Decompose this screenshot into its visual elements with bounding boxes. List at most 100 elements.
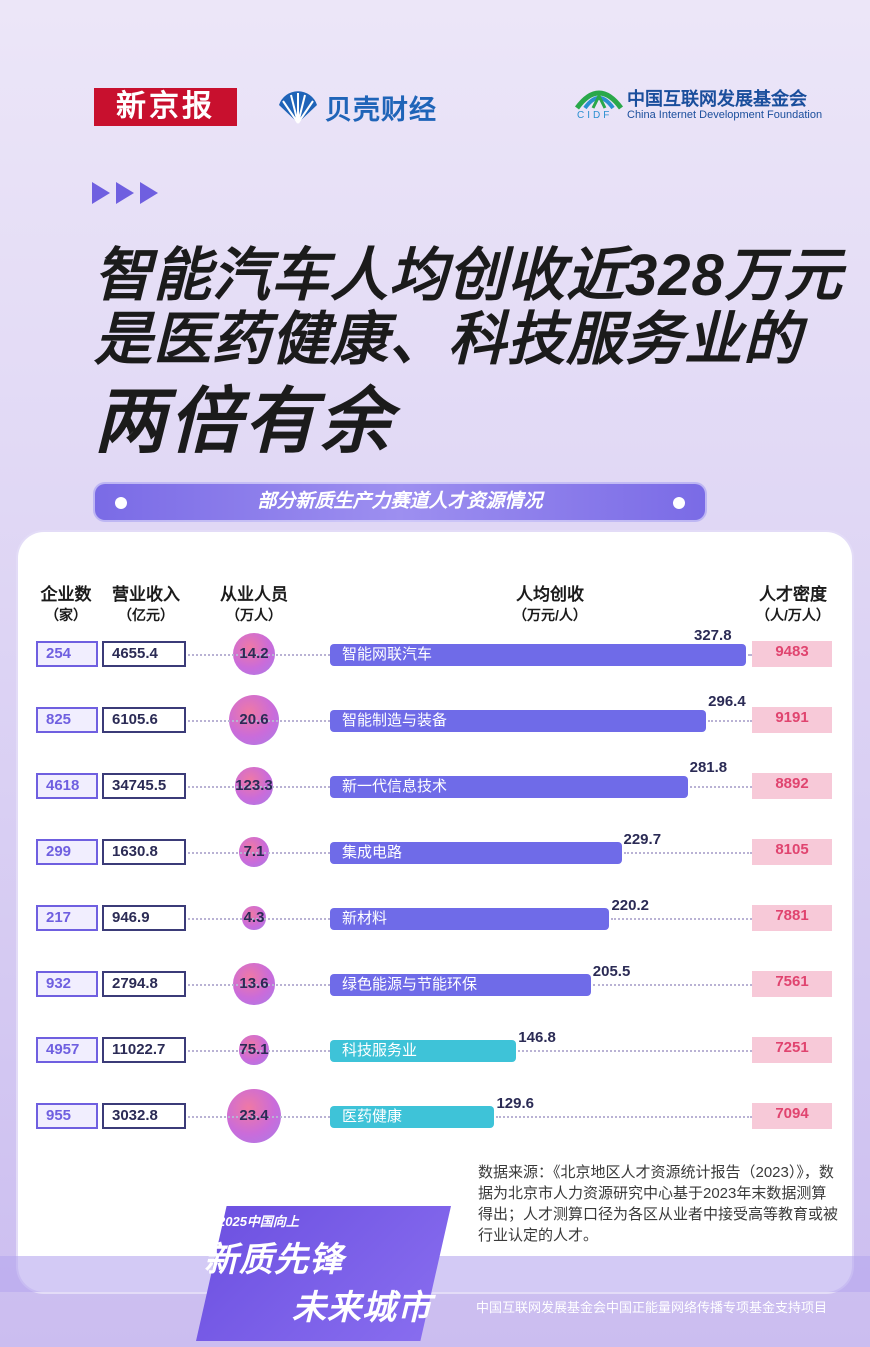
employees-bubble	[239, 837, 269, 867]
per-capita-bar	[330, 1106, 495, 1128]
dotted-leader	[188, 918, 330, 920]
dotted-leader	[188, 852, 330, 854]
employees-value: 20.6	[239, 711, 269, 728]
density-cell: 7561	[752, 971, 832, 997]
header-name: 从业人员	[220, 585, 288, 604]
sector-label: 医药健康	[342, 1108, 403, 1125]
dotted-leader	[592, 984, 752, 986]
enterprises-cell: 825	[36, 707, 98, 733]
per-capita-bar	[330, 710, 707, 732]
dot-decoration	[673, 497, 685, 509]
per-capita-bar	[330, 842, 622, 864]
header-unit: （万人）	[226, 607, 282, 623]
density-cell: 7251	[752, 1037, 832, 1063]
subtitle: 部分新质生产力赛道人才资源情况	[257, 491, 543, 512]
per-capita-value: 220.2	[611, 897, 649, 914]
header-per-capita: 人均创收 （万元/人）	[495, 584, 605, 626]
density-cell: 7881	[752, 905, 832, 931]
header-employees: 从业人员 （万人）	[208, 584, 300, 626]
per-capita-bar	[330, 908, 610, 930]
revenue-cell: 946.9	[102, 905, 186, 931]
header-name: 人均创收	[516, 585, 584, 604]
header-name: 企业数	[40, 585, 92, 604]
data-source-note: 数据来源：《北京地区人才资源统计报告（2023）》，数据为北京市人力资源研究中心…	[478, 1164, 839, 1244]
revenue-cell: 1630.8	[102, 839, 186, 865]
sector-label: 绿色能源与节能环保	[342, 976, 478, 993]
campaign-line-1: 新质先锋	[204, 1241, 344, 1279]
dotted-leader	[611, 918, 752, 920]
sector-label: 新一代信息技术	[342, 778, 448, 795]
employees-value: 13.6	[239, 975, 269, 992]
density-cell: 9483	[752, 641, 832, 667]
header-unit: （万元/人）	[513, 607, 587, 623]
header-revenue: 营业收入 （亿元）	[100, 584, 192, 626]
headline-line-1: 智能汽车人均创收近328万元	[94, 243, 843, 308]
header-density: 人才密度 （人/万人）	[748, 584, 838, 626]
employees-bubble	[228, 694, 280, 746]
header-enterprises: 企业数 （家）	[30, 584, 102, 626]
revenue-cell: 4655.4	[102, 641, 186, 667]
per-capita-value: 229.7	[623, 831, 662, 848]
employees-bubble	[242, 906, 266, 930]
enterprises-cell: 4618	[36, 773, 98, 799]
enterprises-cell: 254	[36, 641, 98, 667]
sector-label: 智能网联汽车	[342, 646, 433, 663]
employees-value: 7.1	[243, 843, 265, 860]
cidf-name-cn: 中国互联网发展基金会	[627, 89, 807, 109]
per-capita-bar	[330, 1040, 517, 1062]
dotted-leader	[623, 852, 752, 854]
beike-logo: 贝壳财经	[275, 86, 437, 128]
employees-bubble	[233, 963, 275, 1005]
employees-value: 123.3	[235, 777, 273, 794]
cidf-logo: CIDF 中国互联网发展基金会 China Internet Developme…	[573, 82, 833, 126]
per-capita-bar	[330, 974, 591, 996]
dotted-leader	[689, 786, 752, 788]
revenue-cell: 6105.6	[102, 707, 186, 733]
dotted-leader	[708, 720, 752, 722]
arrow-icon	[140, 182, 158, 204]
enterprises-cell: 217	[36, 905, 98, 931]
employees-value: 75.1	[239, 1041, 269, 1058]
subtitle-bar: 部分新质生产力赛道人才资源情况	[93, 482, 707, 522]
arrows-decoration	[92, 182, 158, 204]
employees-bubble	[239, 1035, 269, 1065]
employees-value: 23.4	[239, 1107, 269, 1124]
dotted-leader	[496, 1116, 752, 1118]
header-name: 营业收入	[112, 585, 180, 604]
campaign-line-2: 未来城市	[292, 1289, 432, 1327]
dotted-leader	[188, 984, 330, 986]
per-capita-bar	[330, 776, 688, 798]
headline-line-3: 两倍有余	[94, 382, 395, 462]
sector-label: 集成电路	[342, 844, 403, 861]
enterprises-cell: 4957	[36, 1037, 98, 1063]
employees-bubble	[235, 767, 273, 805]
enterprises-cell: 299	[36, 839, 98, 865]
enterprises-cell: 955	[36, 1103, 98, 1129]
per-capita-bar	[330, 644, 746, 666]
per-capita-value: 296.4	[708, 693, 746, 710]
revenue-cell: 3032.8	[102, 1103, 186, 1129]
employees-bubble	[226, 1088, 281, 1143]
sector-label: 智能制造与装备	[342, 712, 448, 729]
dotted-leader	[188, 786, 330, 788]
revenue-cell: 2794.8	[102, 971, 186, 997]
per-capita-value: 146.8	[518, 1029, 556, 1046]
dotted-leader	[748, 654, 752, 656]
beike-logo-text: 贝壳财经	[325, 94, 437, 125]
dot-decoration	[115, 497, 127, 509]
density-cell: 7094	[752, 1103, 832, 1129]
per-capita-value: 327.8	[694, 627, 732, 644]
sector-label: 科技服务业	[342, 1042, 418, 1059]
revenue-cell: 11022.7	[102, 1037, 186, 1063]
cidf-name-en: China Internet Development Foundation	[627, 109, 823, 121]
per-capita-value: 205.5	[592, 963, 631, 980]
dotted-leader	[188, 1050, 330, 1052]
header-unit: （亿元）	[118, 607, 174, 623]
per-capita-value: 129.6	[496, 1095, 535, 1112]
campaign-badge	[196, 1206, 451, 1341]
campaign-small-title: 2025中国向上	[218, 1214, 299, 1229]
dotted-leader	[188, 1116, 330, 1118]
sector-label: 新材料	[342, 910, 388, 927]
enterprises-cell: 932	[36, 971, 98, 997]
dotted-leader	[188, 720, 330, 722]
